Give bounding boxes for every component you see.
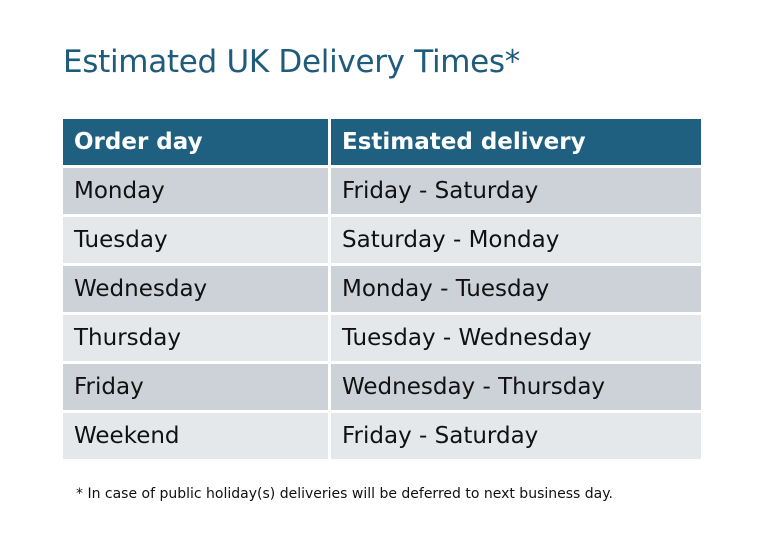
order-day-cell: Monday	[63, 168, 328, 214]
table-row: Weekend Friday - Saturday	[63, 413, 701, 459]
table-row: Thursday Tuesday - Wednesday	[63, 315, 701, 361]
delivery-cell: Wednesday - Thursday	[331, 364, 701, 410]
delivery-cell: Friday - Saturday	[331, 413, 701, 459]
table-row: Friday Wednesday - Thursday	[63, 364, 701, 410]
table-row: Tuesday Saturday - Monday	[63, 217, 701, 263]
order-day-cell: Friday	[63, 364, 328, 410]
table-row: Monday Friday - Saturday	[63, 168, 701, 214]
order-day-cell: Wednesday	[63, 266, 328, 312]
delivery-cell: Monday - Tuesday	[331, 266, 701, 312]
page-title: Estimated UK Delivery Times*	[63, 44, 520, 80]
table-header-row: Order day Estimated delivery	[63, 119, 701, 165]
delivery-table: Order day Estimated delivery Monday Frid…	[60, 116, 704, 462]
header-estimated-delivery: Estimated delivery	[331, 119, 701, 165]
footnote: * In case of public holiday(s) deliverie…	[76, 486, 613, 502]
order-day-cell: Weekend	[63, 413, 328, 459]
order-day-cell: Tuesday	[63, 217, 328, 263]
delivery-cell: Friday - Saturday	[331, 168, 701, 214]
delivery-cell: Tuesday - Wednesday	[331, 315, 701, 361]
delivery-cell: Saturday - Monday	[331, 217, 701, 263]
table-row: Wednesday Monday - Tuesday	[63, 266, 701, 312]
order-day-cell: Thursday	[63, 315, 328, 361]
header-order-day: Order day	[63, 119, 328, 165]
